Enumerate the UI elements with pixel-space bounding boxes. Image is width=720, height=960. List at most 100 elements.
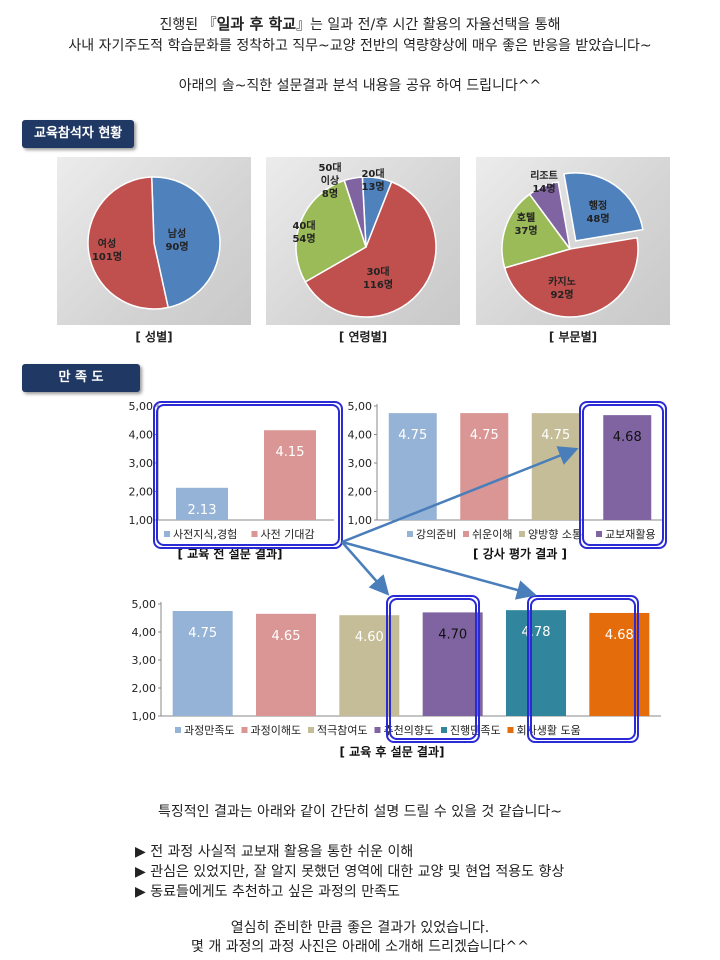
- pie-label-age-2: 40대: [292, 219, 315, 232]
- legend-swatch: [519, 531, 525, 537]
- highlight-box-0: [156, 404, 340, 546]
- chart-post-survey: 1,00 2,00 3,00 4,00 5,00 4.75 4.65 4.60 4.70 4.78…: [132, 598, 661, 759]
- y-tick-label: 1,00: [132, 710, 157, 723]
- pie-slice-age-2: [295, 179, 367, 283]
- legend-label: 과정만족도: [184, 724, 235, 737]
- pie-slice-age-1: [304, 180, 437, 318]
- bar-value-label: 4.60: [355, 630, 384, 645]
- bar-post-4: [506, 610, 566, 716]
- pie-gender-caption: [ 성별]: [135, 330, 173, 344]
- bar-instructor-0: [388, 413, 437, 520]
- highlight-box-3: [530, 598, 636, 740]
- arrow-0: [341, 446, 579, 544]
- legend-swatch: [596, 531, 602, 537]
- legend-swatch: [164, 531, 170, 537]
- closing-line-2: 몇 개 과정의 과정 사진은 아래에 소개해 드리겠습니다^^: [191, 939, 529, 955]
- chart-pre-survey: 1,00 2,00 3,00 4,00 5,00 2.13 4.15 사전지식,경험 사전 기대…: [129, 400, 334, 561]
- chart-title-instructor: [ 강사 평가 결과 ]: [473, 546, 567, 561]
- bar-value-label: 4.75: [398, 428, 427, 443]
- highlight-box-3: [527, 595, 639, 743]
- highlight-box-1: [579, 401, 667, 549]
- legend-label: 과정이해도: [251, 723, 302, 737]
- pie-age-panel: 20대 13명 30대 116명 40대 54명 50대 이상 8명: [266, 157, 460, 325]
- bullet-item: ▶ 전 과정 사실적 교보재 활용을 통한 쉬운 이해: [135, 844, 414, 860]
- y-tick-label: 3,00: [132, 654, 157, 667]
- pie-label-age-3: 이상: [321, 174, 340, 187]
- summary-text: 특징적인 결과는 아래와 같이 간단히 설명 드릴 수 있을 것 같습니다~: [158, 804, 562, 820]
- y-tick-label: 2,00: [129, 486, 154, 499]
- bullet-item: ▶ 동료들에게도 추천하고 싶은 과정의 만족도: [135, 884, 400, 900]
- bar-value-label: 4.75: [470, 428, 499, 443]
- y-tick-label: 4,00: [132, 626, 157, 639]
- highlight-box-2: [389, 598, 477, 740]
- y-tick-label: 5,00: [348, 400, 373, 413]
- legend-label: 적극참여도: [317, 724, 368, 737]
- pie-slice-dept-3: [528, 181, 571, 250]
- bar-value-label: 4.68: [605, 628, 634, 643]
- legend-swatch: [251, 531, 258, 537]
- pie-label-gender-1: 101명: [92, 250, 122, 263]
- legend-swatch: [374, 727, 381, 733]
- legend-label: 추천의향도: [384, 723, 435, 737]
- bullet-list: ▶ 전 과정 사실적 교보재 활용을 통한 쉬운 이해 ▶ 관심은 있었지만, …: [135, 842, 564, 902]
- bar-post-1: [256, 613, 316, 716]
- bar-pre-1: [264, 430, 316, 520]
- pie-label-gender-0: 90명: [165, 240, 188, 253]
- highlight-box-0: [153, 401, 343, 549]
- legend-label: 강의준비: [416, 528, 456, 541]
- bar-value-label: 4.70: [438, 627, 467, 642]
- pie-label-dept-0: 행정: [589, 199, 607, 212]
- legend-label: 사전지식,경험: [173, 528, 237, 541]
- legend-swatch: [241, 727, 248, 733]
- bar-post-5: [589, 612, 650, 716]
- pie-dept-panel: 행정 48명 카지노 92명 호텔 37명 리조트 14명: [476, 157, 670, 325]
- arrow-2: [341, 540, 537, 600]
- pie-age-caption: [ 연령별]: [338, 330, 388, 344]
- highlight-box-2: [386, 595, 480, 743]
- pie-label-age-3: 50대: [318, 161, 341, 174]
- y-tick-label: 5,00: [132, 598, 157, 611]
- pie-slice-dept-0: [563, 172, 644, 242]
- legend-label: 교보재활용: [605, 527, 656, 541]
- section-satisfaction: 만 족 도: [22, 364, 140, 392]
- pie-slice-gender-1: [87, 176, 170, 310]
- pie-slice-age-3: [343, 176, 367, 248]
- intro-line-2: 사내 자기주도적 학습문화를 정착하고 직무~교양 전반의 역량향상에 매우 좋…: [68, 38, 652, 54]
- legend-label: 회사생활 도움: [517, 723, 581, 737]
- chart-title-pre: [ 교육 전 설문 결과]: [178, 546, 283, 561]
- pie-label-age-0: 13명: [361, 180, 384, 193]
- pie-label-gender-1: 여성: [98, 237, 116, 250]
- pie-label-dept-2: 호텔: [517, 211, 535, 224]
- chart-title-post: [ 교육 후 설문 결과]: [340, 744, 445, 759]
- pie-label-dept-3: 14명: [532, 182, 555, 195]
- legend-swatch: [308, 727, 314, 733]
- pie-label-dept-1: 카지노: [548, 275, 576, 288]
- bar-pre-0: [176, 487, 228, 520]
- legend-swatch: [407, 531, 413, 537]
- satisfaction-charts: 1,00 2,00 3,00 4,00 5,00 2.13 4.15 사전지식,경험 사전 기대…: [129, 400, 667, 759]
- bar-value-label: 2.13: [188, 503, 217, 518]
- intro-line-3: 아래의 솔~직한 설문결과 분석 내용을 공유 하여 드립니다^^: [178, 78, 542, 94]
- legend-label: 쉬운이해: [472, 527, 512, 541]
- pie-label-dept-0: 48명: [586, 212, 609, 225]
- legend-swatch: [507, 727, 514, 733]
- legend-label: 양방향 소통: [528, 528, 582, 541]
- legend-swatch: [441, 727, 447, 733]
- bar-value-label: 4.65: [272, 629, 301, 644]
- bar-instructor-1: [460, 413, 509, 520]
- legend-label: 사전 기대감: [261, 528, 315, 541]
- pie-label-age-0: 20대: [361, 167, 384, 180]
- chart-instructor: 1,00 2,00 3,00 4,00 5,00 4.75 4.75 4.75 4.68 강의준비…: [348, 400, 663, 561]
- y-tick-label: 4,00: [129, 429, 154, 442]
- bar-value-label: 4.78: [522, 625, 551, 640]
- pie-slice-gender-0: [150, 176, 221, 309]
- program-name: 일과 후 학교: [216, 15, 297, 33]
- section-participants: 교육참석자 현황: [22, 120, 135, 148]
- bar-value-label: 4.68: [613, 430, 642, 445]
- pie-label-dept-1: 92명: [550, 288, 573, 301]
- arrow-1: [341, 541, 390, 596]
- bullet-item: ▶ 관심은 있었지만, 잘 알지 못했던 영역에 대한 교양 및 현업 적용도 …: [135, 864, 565, 880]
- pie-dept-caption: [ 부문별]: [548, 330, 598, 344]
- pie-label-age-3: 8명: [322, 187, 338, 200]
